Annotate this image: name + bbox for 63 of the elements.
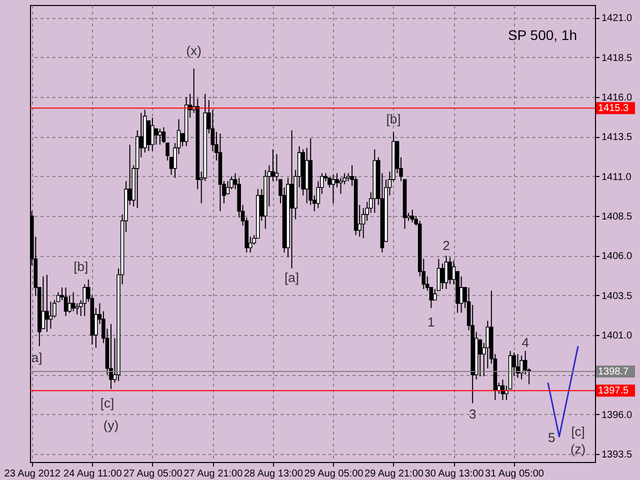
candlestick <box>158 128 162 146</box>
ref-line-label: 1415.3 <box>598 103 630 114</box>
x-tick-label: 27 Aug 21:00 <box>184 468 244 480</box>
x-tick-label: 31 Aug 05:00 <box>485 468 544 480</box>
candlestick <box>71 292 76 312</box>
annotation: [a] <box>284 270 299 285</box>
annotation: [b] <box>386 111 401 126</box>
annotation: 5 <box>548 430 556 446</box>
candlestick <box>82 284 87 317</box>
candlestick <box>48 301 53 330</box>
ref-line-label: 1398.7 <box>598 366 630 378</box>
y-tick-label: 1393.5 <box>602 450 633 461</box>
y-tick-label: 1421.0 <box>602 13 633 24</box>
candlestick <box>64 286 68 317</box>
candlestick <box>410 209 414 223</box>
annotation: 3 <box>468 406 476 422</box>
candlestick <box>444 255 448 290</box>
y-tick-label: 1396.0 <box>602 410 633 421</box>
annotation: 2 <box>442 238 450 254</box>
candlestick <box>150 117 154 152</box>
candlestick <box>75 302 79 315</box>
x-tick-label: 28 Aug 13:00 <box>244 468 304 480</box>
y-tick-label: 1413.5 <box>602 132 633 144</box>
candlestick <box>41 276 46 330</box>
y-tick-label: 1401.0 <box>602 330 633 342</box>
annotation: a] <box>31 350 42 366</box>
x-tick-label: 24 Aug 11:00 <box>64 468 122 480</box>
candlestick <box>230 176 234 190</box>
candlestick <box>331 174 336 204</box>
annotation: [b] <box>74 258 88 274</box>
text: SP 500, 1h <box>508 27 577 43</box>
candlestick <box>436 258 441 292</box>
candlestick <box>478 339 482 377</box>
annotation: [c] <box>100 395 114 410</box>
annotation: 4 <box>522 334 529 350</box>
candlestick <box>109 323 113 390</box>
candlestick <box>271 148 275 182</box>
candlestick <box>154 128 158 146</box>
x-tick-label: 23 Aug 2012 <box>4 468 61 480</box>
annotation: [c] <box>571 424 585 439</box>
candlestick <box>45 274 49 332</box>
annotation: (y) <box>103 417 119 432</box>
candlestick <box>68 294 72 314</box>
candlestick <box>520 355 524 380</box>
candlestick <box>290 130 294 269</box>
candlestick <box>338 177 343 194</box>
candlestick <box>440 263 444 290</box>
y-tick-label: 1418.5 <box>602 52 633 64</box>
annotation: 1 <box>428 314 435 330</box>
x-tick-label: 29 Aug 21:00 <box>364 468 424 480</box>
x-tick-label: 30 Aug 13:00 <box>424 468 484 480</box>
ref-line-label: 1397.5 <box>598 386 630 397</box>
y-tick-label: 1406.0 <box>602 251 633 262</box>
x-tick-label: 29 Aug 05:00 <box>304 468 364 480</box>
y-tick-label: 1408.5 <box>602 212 633 223</box>
candlestick <box>448 256 452 285</box>
y-tick-label: 1416.0 <box>602 92 633 104</box>
y-tick-label: 1403.5 <box>602 290 633 302</box>
x-tick-label: 27 Aug 05:00 <box>123 468 183 480</box>
annotation: (x) <box>186 43 202 58</box>
y-tick-label: 1411.0 <box>602 172 632 183</box>
annotation: (z) <box>570 441 586 456</box>
candlestick <box>226 180 230 194</box>
